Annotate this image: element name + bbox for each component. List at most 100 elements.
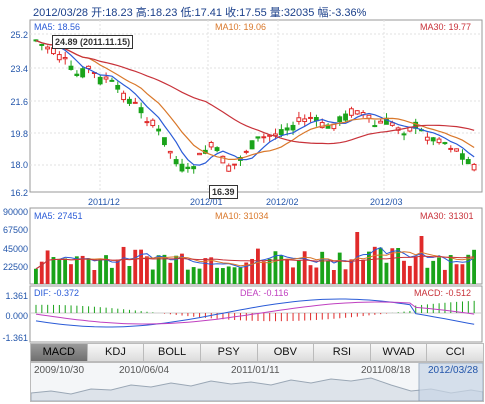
x-tick-mar: 2012/03 [370,197,403,207]
candle-body [255,136,261,139]
ma10-line [35,40,475,160]
candle-body [121,92,126,101]
ma5-line [35,40,475,166]
volume-bar [74,256,79,284]
volume-bar [396,248,401,284]
candle-body [343,113,348,121]
tab-macd[interactable]: MACD [31,344,88,361]
volume-bar [209,257,214,284]
candle-body [39,43,45,46]
macd-y-tick: 0.000 [5,311,28,321]
price-y-tick: 19.8 [10,129,28,139]
candle-body [261,136,267,139]
candle-body [442,142,448,145]
price-y-tick: 18.0 [10,160,28,170]
open-value: 18.23 [105,7,133,19]
navigator-overview-graph [31,363,483,401]
volume-bar [384,262,389,284]
candle-body [197,152,202,156]
candle-body [278,129,284,136]
tab-obv[interactable]: OBV [258,344,315,361]
candle-body [243,150,249,153]
volume-bar [115,259,120,284]
candle-body [436,138,442,144]
candle-body [115,84,121,90]
candle-body [45,46,51,50]
high-value: 18.23 [149,7,178,19]
high-label: 高: [135,7,150,19]
candle-body [401,133,407,136]
navigator-date: 2010/06/04 [119,365,170,376]
volume-y-tick: 67500 [2,225,28,235]
candle-body [179,163,185,172]
volume-bars [34,232,476,284]
volume-bar [256,248,260,284]
candle-body [214,147,220,152]
volume-bar [372,246,377,284]
volume-bar [174,255,179,284]
volume-bar [232,267,237,284]
candle-body [97,76,103,85]
navigator-date: 2011/01/11 [231,365,280,376]
volume-bar [220,268,225,284]
x-tick-dec: 2011/12 [88,197,120,207]
tab-rsi[interactable]: RSI [314,344,371,361]
volume-bar [121,246,126,284]
volume-bar [238,267,243,284]
volume-bar [367,251,371,284]
volume-bar [337,252,342,284]
volume-bar [326,260,330,284]
candle-body [191,166,197,170]
candle-body [220,155,226,164]
macd-panel-frame [29,285,483,343]
candlesticks [33,39,477,174]
volume-bar [39,261,44,284]
volume-bar [419,236,424,284]
range-navigator[interactable]: 2009/10/30 2010/06/04 2011/01/11 2011/08… [30,362,484,402]
candle-body [208,142,214,148]
volume-bar [104,255,108,284]
volume-y-tick: 45000 [2,244,28,254]
macd-dea-label: DEA: -0.116 [240,288,289,298]
close-value: 17.55 [239,7,267,19]
candle-body [156,128,162,132]
volume-bar [145,256,149,284]
macd-y-tick: -1.361 [2,333,28,343]
volume-bar [185,269,190,284]
candle-body [465,158,471,165]
close-label: 收: [225,7,240,19]
navigator-date: 2011/08/18 [361,365,411,376]
candle-body [249,140,255,150]
volume-bar [98,258,103,284]
price-ma30-label: MA30: 19.77 [420,22,472,32]
price-ma5-label: MA5: 18.56 [34,22,81,32]
volume-bar [331,269,336,284]
price-ma10-label: MA10: 19.06 [215,22,267,32]
volume-bar [314,267,319,284]
volume-bar [308,265,313,284]
vol-ma30-line [35,255,475,270]
price-y-tick: 23.4 [10,64,28,74]
volume-ma10-label: MA10: 31034 [215,211,269,221]
candle-body [366,114,372,119]
tab-boll[interactable]: BOLL [144,344,201,361]
navigator-date: 2009/10/30 [34,365,85,376]
tab-psy[interactable]: PSY [201,344,258,361]
tab-wvad[interactable]: WVAD [371,344,428,361]
volume-bar [296,259,301,284]
candle-body [284,127,290,131]
volume-bar [431,260,436,284]
volume-bar [34,268,38,284]
candle-body [319,122,325,129]
volume-bar [302,251,307,284]
candle-body [109,79,115,82]
candle-body [185,166,191,170]
macd-y-tick: 1.361 [5,291,28,301]
quote-date: 2012/03/28 [33,7,89,19]
candle-body [74,73,80,77]
grid-lines [30,20,482,314]
tab-cci[interactable]: CCI [445,346,465,358]
volume-bar [150,269,155,284]
tab-kdj[interactable]: KDJ [88,344,145,361]
candle-body [308,116,313,119]
